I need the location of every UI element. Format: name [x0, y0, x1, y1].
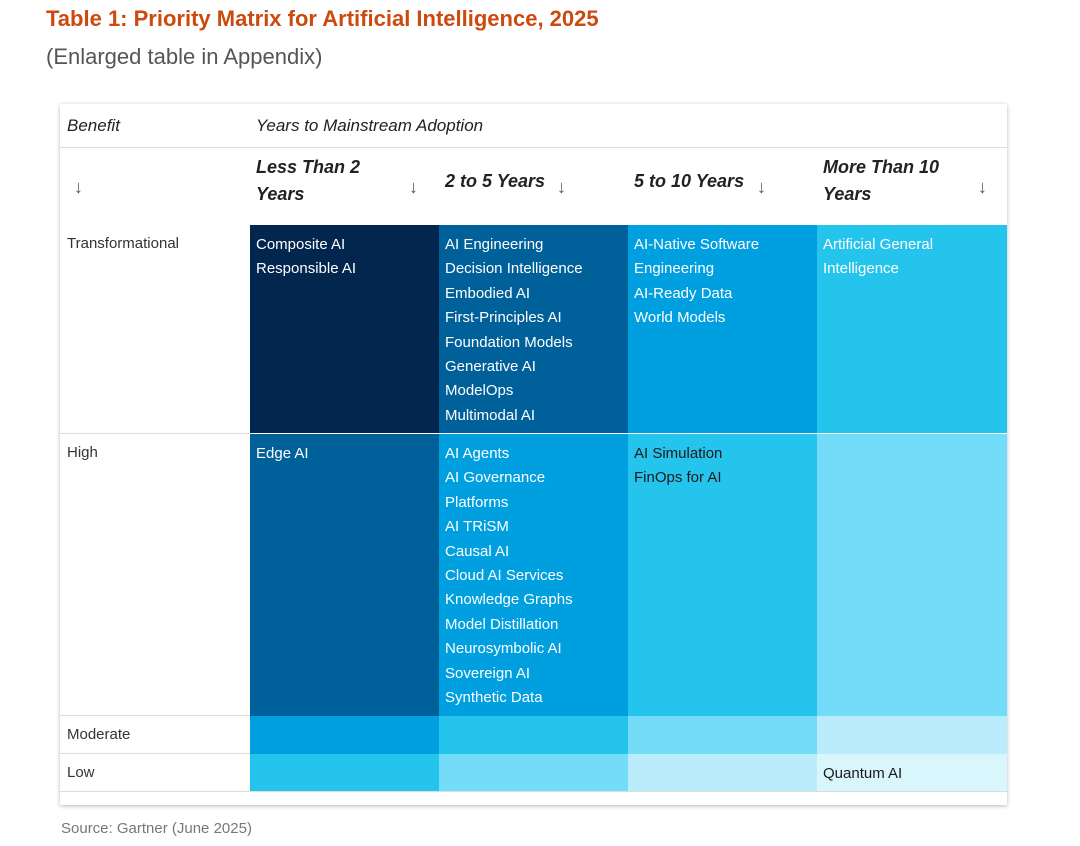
source-note: Source: Gartner (June 2025)	[61, 820, 252, 837]
technology-item[interactable]: AI Governance	[445, 469, 546, 487]
technology-item[interactable]: Artificial General	[823, 236, 934, 253]
cell-high-5to10: AI Simulation FinOps for AI	[628, 434, 817, 716]
sort-arrow-icon[interactable]: ↓	[978, 177, 987, 197]
technology-item[interactable]: Knowledge Graphs	[445, 591, 573, 609]
technology-item[interactable]: Platforms	[445, 493, 509, 511]
technology-item[interactable]: Embodied AI	[445, 284, 531, 302]
technology-item[interactable]: Decision Intelligence	[445, 260, 583, 278]
row-divider	[60, 433, 250, 434]
table-bottom-divider	[60, 791, 1007, 792]
cell-high-gt10	[817, 434, 1007, 716]
technology-item[interactable]: Quantum AI	[823, 765, 903, 782]
technology-item[interactable]: First-Principles AI	[445, 309, 562, 327]
benefit-sort-icon[interactable]: ↓	[74, 177, 83, 197]
cell-transformational-lt2: Composite AI Responsible AI	[250, 225, 439, 433]
table-subtitle[interactable]: (Enlarged table in Appendix)	[46, 44, 323, 69]
cell-transformational-5to10: AI-Native Software Engineering AI-Ready …	[628, 225, 817, 433]
cell-moderate-5to10	[628, 716, 817, 754]
technology-item[interactable]: Foundation Models	[445, 333, 573, 351]
technology-item[interactable]: Model Distillation	[445, 615, 559, 633]
technology-item[interactable]: ModelOps	[445, 382, 514, 400]
priority-matrix-table: Benefit Years to Mainstream Adoption ↓ L…	[60, 104, 1007, 805]
technology-item[interactable]: FinOps for AI	[634, 469, 722, 487]
sort-arrow-icon[interactable]: ↓	[757, 177, 766, 197]
cell-low-lt2	[250, 754, 439, 791]
row-divider	[60, 753, 250, 754]
technology-item[interactable]: Responsible AI	[256, 260, 357, 278]
header-divider	[60, 147, 1007, 148]
cell-transformational-2to5: AI Engineering Decision Intelligence Emb…	[439, 225, 628, 433]
sort-arrow-icon[interactable]: ↓	[557, 177, 566, 197]
years-header: Years to Mainstream Adoption	[256, 116, 484, 135]
technology-item[interactable]: Intelligence	[823, 260, 899, 278]
cell-low-gt10: Quantum AI	[817, 754, 1007, 791]
column-header-less-than-2[interactable]: Less Than 2 Years	[256, 157, 361, 204]
table-title: Table 1: Priority Matrix for Artificial …	[46, 6, 599, 31]
technology-item[interactable]: AI Agents	[445, 445, 510, 462]
row-label-transformational: Transformational	[67, 235, 179, 252]
technology-item[interactable]: Generative AI	[445, 358, 536, 376]
technology-item[interactable]: AI Simulation	[634, 445, 723, 462]
technology-item[interactable]: AI TRiSM	[445, 518, 509, 536]
technology-item[interactable]: AI Engineering	[445, 236, 544, 253]
technology-item[interactable]: Neurosymbolic AI	[445, 640, 562, 658]
cell-moderate-lt2	[250, 716, 439, 754]
technology-item[interactable]: Engineering	[634, 260, 715, 278]
cell-transformational-gt10: Artificial General Intelligence	[817, 225, 1007, 433]
cell-low-5to10	[628, 754, 817, 791]
cell-high-lt2: Edge AI	[250, 434, 439, 716]
row-divider	[60, 715, 250, 716]
technology-item[interactable]: Edge AI	[256, 445, 309, 462]
technology-item[interactable]: AI-Ready Data	[634, 284, 733, 302]
technology-item[interactable]: Sovereign AI	[445, 664, 531, 682]
sort-arrow-icon[interactable]: ↓	[409, 177, 418, 197]
technology-item[interactable]: Composite AI	[256, 236, 346, 253]
technology-item[interactable]: AI-Native Software	[634, 236, 760, 253]
column-header-more-than-10[interactable]: More Than 10 Years	[823, 157, 940, 204]
cell-low-2to5	[439, 754, 628, 791]
technology-item[interactable]: Cloud AI Services	[445, 567, 564, 585]
cell-high-2to5: AI Agents AI Governance Platforms AI TRi…	[439, 434, 628, 716]
cell-moderate-2to5	[439, 716, 628, 754]
technology-item[interactable]: World Models	[634, 309, 726, 327]
benefit-header: Benefit	[67, 116, 120, 135]
technology-item[interactable]: Causal AI	[445, 542, 510, 560]
cell-moderate-gt10	[817, 716, 1007, 754]
column-header-5-to-10[interactable]: 5 to 10 Years	[634, 171, 745, 191]
technology-item[interactable]: Synthetic Data	[445, 689, 543, 707]
row-label-high: High	[67, 444, 98, 461]
technology-item[interactable]: Multimodal AI	[445, 406, 536, 424]
row-label-low: Low	[67, 764, 95, 781]
column-header-2-to-5[interactable]: 2 to 5 Years	[445, 171, 546, 191]
row-label-moderate: Moderate	[67, 726, 131, 743]
